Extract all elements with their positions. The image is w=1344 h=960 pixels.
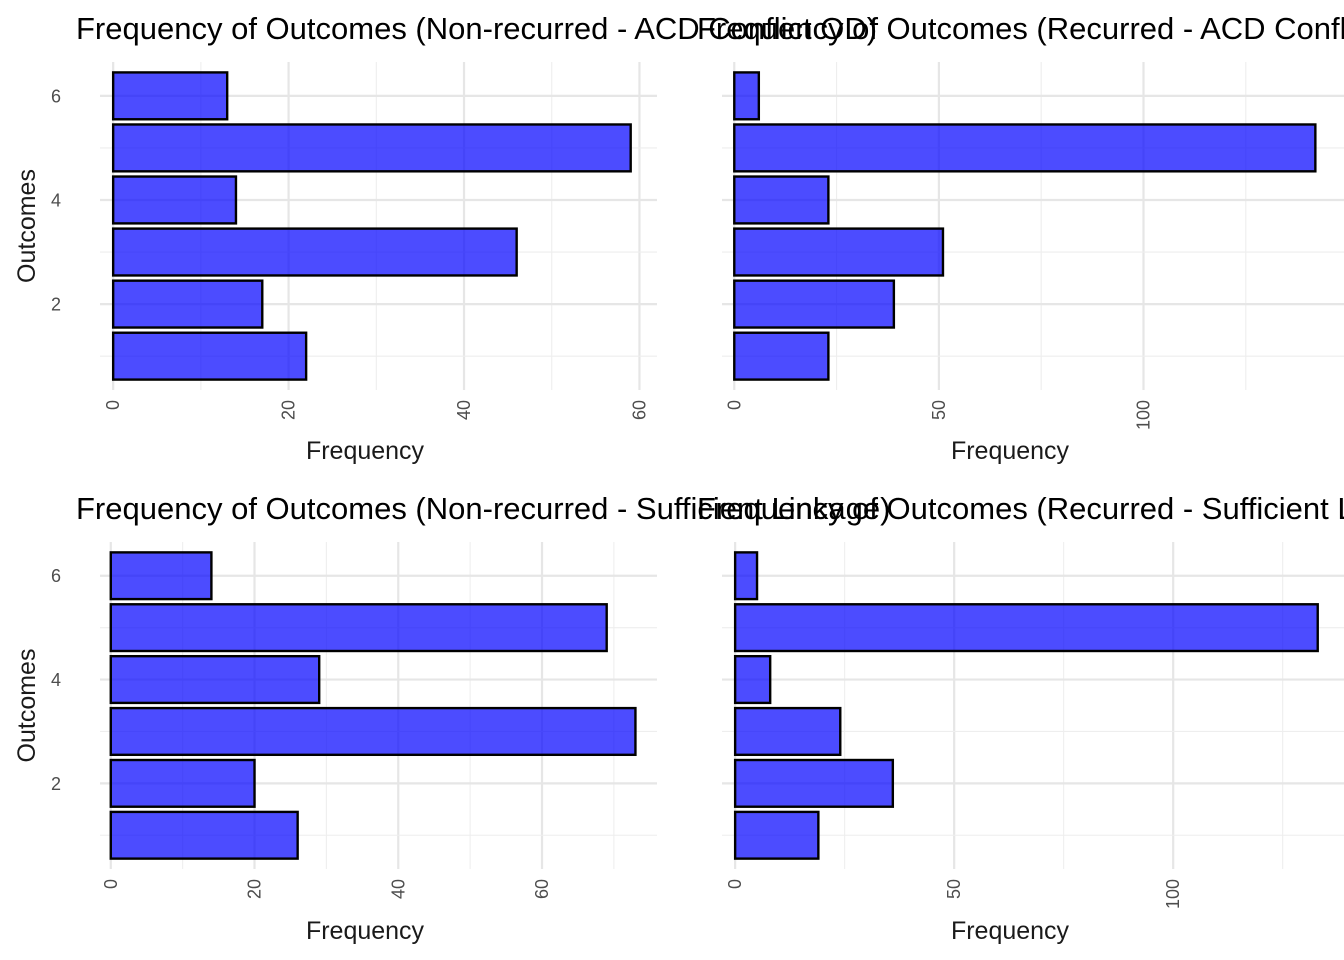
x-tick-label: 60 (532, 879, 552, 899)
bar-outcome-2 (733, 758, 895, 808)
bar-outcome-1 (109, 810, 299, 860)
bars (733, 71, 1317, 381)
y-axis-title: Outcomes (13, 649, 41, 763)
bar-outcome-3 (733, 227, 945, 277)
x-tick-label: 50 (929, 400, 949, 420)
x-tick-label: 40 (388, 879, 408, 899)
x-tick-label: 0 (103, 400, 123, 410)
chart-title: Frequency of Outcomes (Non-recurred - AC… (76, 11, 877, 46)
x-tick-label: 0 (725, 879, 745, 889)
y-tick-label: 6 (51, 566, 61, 586)
x-tick-label: 20 (279, 400, 299, 420)
x-axis-title: Frequency (951, 917, 1070, 945)
bar-outcome-5 (111, 123, 632, 173)
bar-outcome-1 (733, 810, 820, 860)
chart-title: Frequency of Outcomes (Recurred - Suffic… (697, 491, 1344, 526)
bar-outcome-6 (733, 71, 761, 121)
y-tick-label: 2 (51, 774, 61, 794)
bar-outcome-6 (733, 551, 759, 601)
x-tick-label: 40 (454, 400, 474, 420)
chart-panel-4: 0 50 100 Frequency Frequency of Outcomes (Re… (697, 491, 1344, 945)
x-tick-label: 20 (245, 879, 265, 899)
bar-outcome-3 (109, 706, 637, 757)
bars (733, 551, 1319, 860)
x-tick-label: 0 (724, 400, 744, 410)
x-tick-label: 50 (944, 879, 964, 899)
x-axis-title: Frequency (951, 437, 1070, 465)
bar-outcome-5 (733, 603, 1319, 653)
y-tick-label: 6 (51, 86, 61, 106)
chart-panel-2: 0 50 100 Frequency Frequency of Outcomes (Re… (697, 11, 1344, 465)
bar-outcome-2 (109, 758, 256, 808)
bar-outcome-1 (111, 331, 308, 381)
bar-outcome-4 (733, 654, 772, 705)
bar-outcome-5 (109, 603, 608, 653)
chart-title: Frequency of Outcomes (Non-recurred - Su… (76, 491, 890, 526)
y-tick-label: 4 (51, 190, 61, 210)
bar-outcome-4 (111, 175, 238, 225)
chart-title: Frequency of Outcomes (Recurred - ACD Co… (697, 11, 1344, 46)
x-axis-title: Frequency (306, 437, 425, 465)
bar-outcome-1 (733, 331, 830, 381)
x-tick-label: 100 (1133, 400, 1153, 430)
x-tick-label: 60 (629, 400, 649, 420)
x-tick-label: 0 (101, 879, 121, 889)
bar-outcome-5 (733, 123, 1317, 173)
bar-outcome-3 (733, 706, 842, 757)
y-tick-label: 4 (51, 670, 61, 690)
bar-outcome-6 (109, 551, 213, 601)
bar-outcome-2 (733, 279, 896, 329)
bar-outcome-3 (111, 227, 518, 277)
bars (109, 551, 637, 860)
x-axis-title: Frequency (306, 917, 425, 945)
bar-outcome-4 (109, 654, 321, 705)
y-tick-label: 2 (51, 295, 61, 315)
bar-outcome-6 (111, 71, 229, 121)
bar-outcome-4 (733, 175, 830, 225)
y-axis-title: Outcomes (13, 169, 41, 283)
bar-outcome-2 (111, 279, 264, 329)
x-tick-label: 100 (1163, 879, 1183, 909)
bars (111, 71, 632, 381)
